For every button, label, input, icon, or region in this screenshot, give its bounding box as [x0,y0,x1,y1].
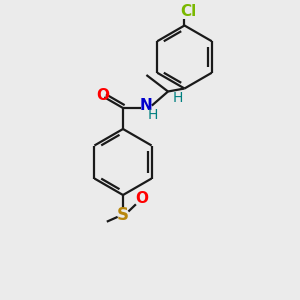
Text: H: H [148,108,158,122]
Text: H: H [172,91,183,104]
Text: Cl: Cl [180,4,196,20]
Text: O: O [96,88,109,103]
Text: N: N [140,98,153,113]
Text: O: O [135,191,148,206]
Text: S: S [117,206,129,224]
